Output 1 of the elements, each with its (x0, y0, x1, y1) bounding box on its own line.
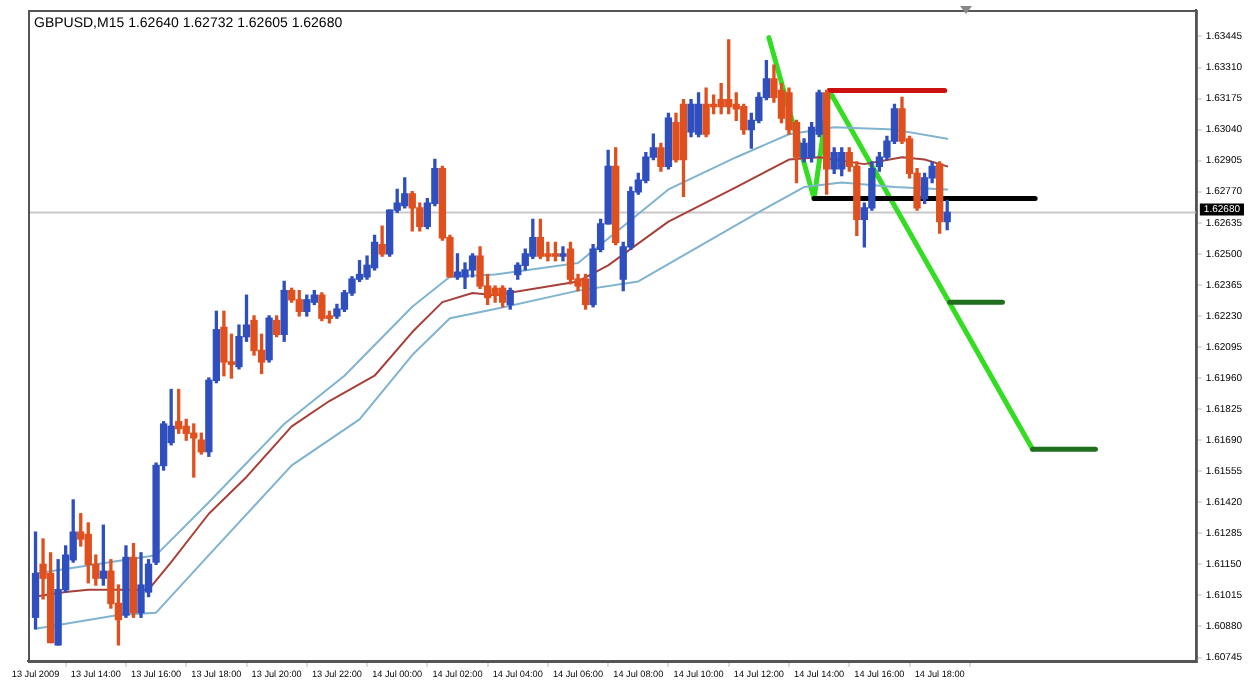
candlestick (544, 241, 552, 262)
